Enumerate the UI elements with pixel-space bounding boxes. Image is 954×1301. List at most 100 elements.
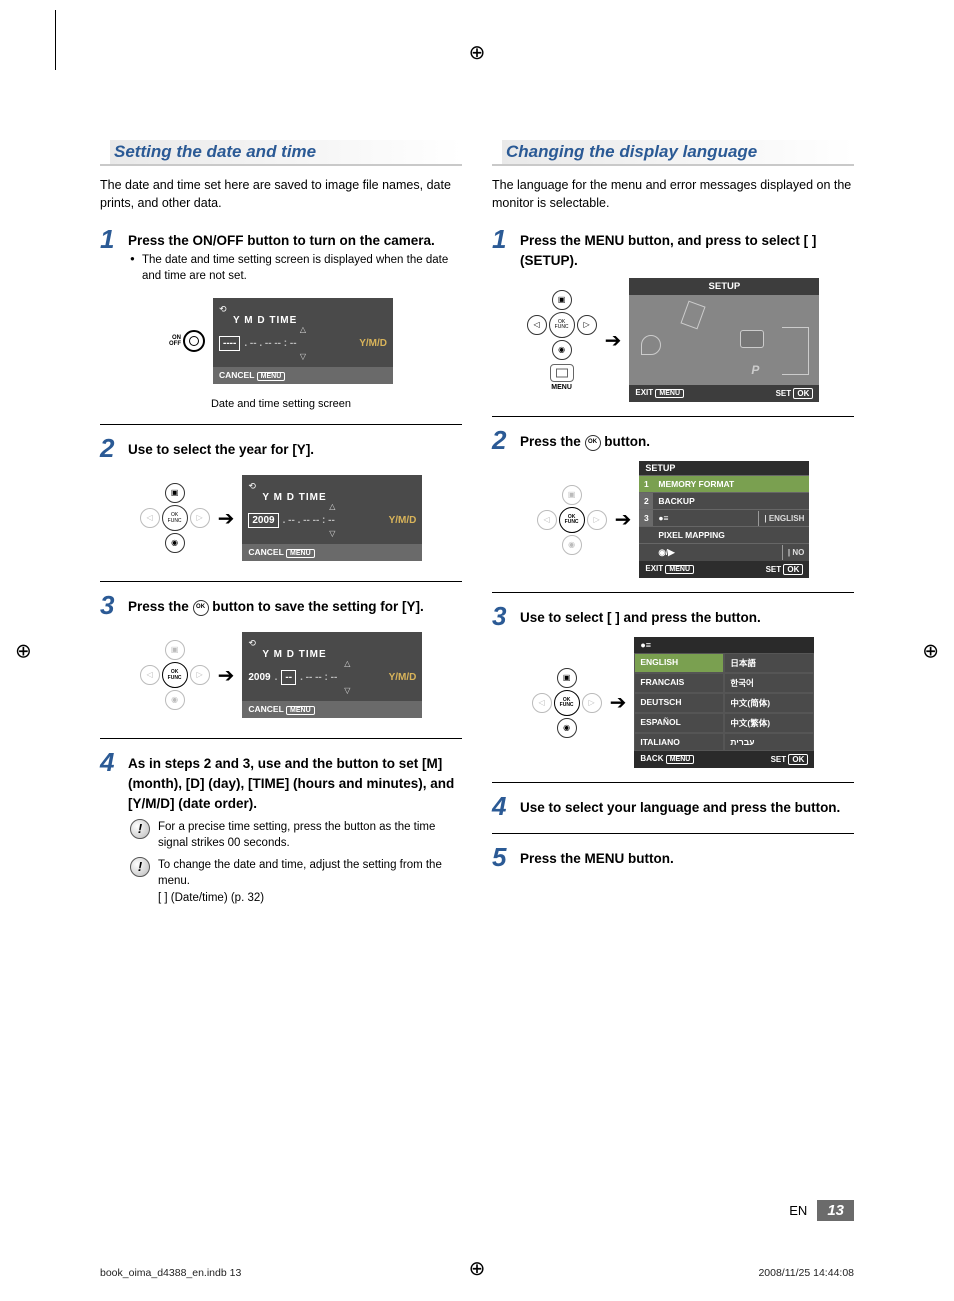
setup-screen: SETUP P EXIT MENU SET OK — [629, 278, 819, 402]
step-number: 2 — [492, 427, 512, 453]
ok-func-button: OKFUNC — [554, 690, 580, 716]
arrow-icon: ➔ — [218, 663, 235, 688]
ok-func-button: OKFUNC — [162, 662, 188, 688]
lcd-screen-1: ⟲ Y M D TIME △ ---- . -- . -- -- : -- Y/… — [213, 298, 393, 384]
step-number: 4 — [100, 749, 120, 775]
step-text: As in steps 2 and 3, use and the button … — [128, 749, 462, 813]
page-footer: EN 13 — [789, 1200, 854, 1221]
left-step-1: 1 Press the ON/OFF button to turn on the… — [100, 226, 462, 410]
figure-r3: ▣ ◉ ◁ ▷ OKFUNC ➔ ●≡ ENGLISH 日本語 FRANCAIS — [492, 637, 854, 768]
lang-cn-trad: 中文(繁体) — [724, 713, 814, 733]
note-1: ! For a precise time setting, press the … — [130, 819, 462, 851]
section-title-date: Setting the date and time — [100, 140, 462, 166]
lang-korean: 한국어 — [724, 673, 814, 693]
print-timestamp: 2008/11/25 14:44:08 — [758, 1267, 854, 1279]
ok-func-icon: OK — [585, 435, 601, 451]
year-field: ---- — [219, 336, 240, 351]
lang-italiano: ITALIANO — [634, 733, 724, 751]
month-field: -- — [281, 670, 296, 685]
lang-cn-simp: 中文(简体) — [724, 693, 814, 713]
arrow-icon: ➔ — [610, 690, 627, 715]
registration-mark-top: ⊕ — [469, 40, 486, 65]
step-text: Press the ON/OFF button to turn on the c… — [128, 226, 435, 251]
right-column: Changing the display language The langua… — [492, 140, 854, 920]
registration-mark-right: ⊕ — [922, 638, 939, 663]
lcd-screen-2: ⟲ Y M D TIME △ 2009 . -- . -- -- : -- Y/… — [242, 475, 422, 561]
step-text: Press the OK button to save the setting … — [128, 592, 424, 617]
dpad-icon: ▣ ◉ ◁ ▷ OKFUNC — [532, 668, 602, 738]
figure-r1: ▣ ◉ ◁ ▷ OKFUNC MENU ➔ SETUP — [492, 278, 854, 402]
divider — [492, 416, 854, 417]
lang-espanol: ESPAÑOL — [634, 713, 724, 733]
step-number: 1 — [100, 226, 120, 252]
note-icon: ! — [130, 857, 150, 877]
setup-menu-list: SETUP 1MEMORY FORMAT 2BACKUP 3●≡| ENGLIS… — [639, 461, 809, 578]
lang-francais: FRANCAIS — [634, 673, 724, 693]
page-lang: EN — [789, 1203, 807, 1218]
arrow-icon: ➔ — [615, 507, 632, 532]
lcd-screen-3: ⟲ Y M D TIME △ 2009 . -- . -- -- : -- Y/… — [242, 632, 422, 718]
note-2: ! To change the date and time, adjust th… — [130, 857, 462, 905]
divider — [492, 592, 854, 593]
section-title-lang: Changing the display language — [492, 140, 854, 166]
arrow-icon: ➔ — [218, 506, 235, 531]
right-step-1: 1 Press the MENU button, and press to se… — [492, 226, 854, 402]
ok-func-button: OKFUNC — [559, 507, 585, 533]
step-bullet: The date and time setting screen is disp… — [130, 252, 462, 284]
left-step-2: 2 Use to select the year for [Y]. ▣ ◉ ◁ … — [100, 435, 462, 567]
language-screen: ●≡ ENGLISH 日本語 FRANCAIS 한국어 DEUTSCH 中文(简… — [634, 637, 814, 768]
intro-lang: The language for the menu and error mess… — [492, 176, 854, 212]
intro-date: The date and time set here are saved to … — [100, 176, 462, 212]
step-text: Use to select [ ] and press the button. — [520, 603, 761, 628]
note-icon: ! — [130, 819, 150, 839]
step-text: Press the MENU button. — [520, 844, 674, 869]
step-text: Use to select your language and press th… — [520, 793, 840, 818]
crop-mark — [55, 10, 56, 70]
print-file: book_oima_d4388_en.indb 13 — [100, 1267, 241, 1279]
lang-english: ENGLISH — [634, 653, 724, 673]
divider — [100, 424, 462, 425]
ok-func-button: OKFUNC — [549, 312, 575, 338]
page-number: 13 — [817, 1200, 854, 1221]
arrow-icon: ➔ — [605, 328, 622, 353]
dpad-icon: ▣ ◉ ◁ ▷ OKFUNC — [537, 485, 607, 555]
right-step-3: 3 Use to select [ ] and press the button… — [492, 603, 854, 768]
lang-deutsch: DEUTSCH — [634, 693, 724, 713]
divider — [492, 782, 854, 783]
content-columns: Setting the date and time The date and t… — [100, 140, 854, 920]
left-step-4: 4 As in steps 2 and 3, use and the butto… — [100, 749, 462, 905]
lang-hebrew: עברית — [724, 733, 814, 751]
step-number: 1 — [492, 226, 512, 252]
figure-caption: Date and time setting screen — [100, 398, 462, 410]
page: ⊕ ⊕ ⊕ ⊕ Setting the date and time The da… — [0, 0, 954, 1301]
figure-r2: ▣ ◉ ◁ ▷ OKFUNC ➔ SETUP 1MEMORY FORMAT 2B… — [492, 461, 854, 578]
left-column: Setting the date and time The date and t… — [100, 140, 462, 920]
figure-step3: ▣ ◉ ◁ ▷ OKFUNC ➔ ⟲ Y M D TIME △ — [100, 626, 462, 724]
ok-func-button: OKFUNC — [162, 505, 188, 531]
divider — [100, 738, 462, 739]
right-step-5: 5 Press the MENU button. — [492, 844, 854, 870]
step-text: Press the OK button. — [520, 427, 650, 452]
left-step-3: 3 Press the OK button to save the settin… — [100, 592, 462, 724]
step-text: Use to select the year for [Y]. — [128, 435, 314, 460]
figure-step2: ▣ ◉ ◁ ▷ OKFUNC ➔ ⟲ Y M D TIME △ — [100, 469, 462, 567]
dpad-icon: ▣ ◉ ◁ ▷ OKFUNC — [140, 640, 210, 710]
right-step-4: 4 Use to select your language and press … — [492, 793, 854, 819]
step-number: 2 — [100, 435, 120, 461]
step-number: 3 — [492, 603, 512, 629]
menu-label: MENU — [527, 384, 597, 391]
ok-func-icon: OK — [193, 600, 209, 616]
step-number: 3 — [100, 592, 120, 618]
divider — [100, 581, 462, 582]
menu-button-icon — [550, 364, 574, 382]
lang-japanese: 日本語 — [724, 653, 814, 673]
registration-mark-left: ⊕ — [15, 638, 32, 663]
right-step-2: 2 Press the OK button. ▣ ◉ ◁ ▷ OKFUNC ➔ — [492, 427, 854, 578]
figure-step1: ONOFF ⟲ Y M D TIME △ ---- . -- . -- -- :… — [100, 292, 462, 390]
print-info: book_oima_d4388_en.indb 13 2008/11/25 14… — [100, 1267, 854, 1279]
step-number: 4 — [492, 793, 512, 819]
divider — [492, 833, 854, 834]
year-field: 2009 — [248, 513, 278, 528]
onoff-button-icon: ONOFF — [169, 330, 205, 352]
step-number: 5 — [492, 844, 512, 870]
